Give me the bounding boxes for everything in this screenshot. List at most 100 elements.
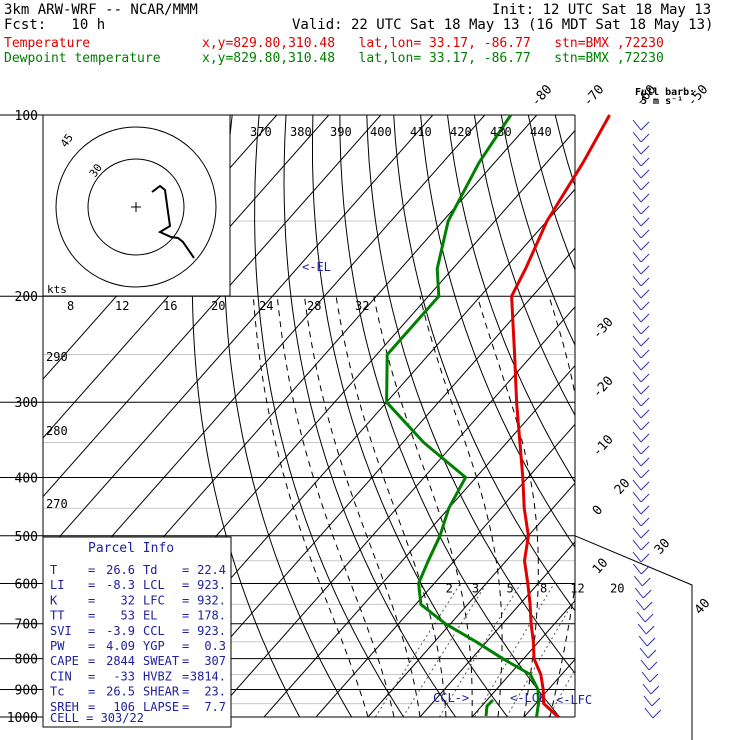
- dewpoint-legend-label: Dewpoint temperature: [4, 51, 161, 66]
- parcel-equals: =: [88, 669, 95, 683]
- wind-barb-flag: [640, 373, 650, 383]
- wind-barb: [632, 455, 642, 467]
- wind-barb-flag: [640, 157, 650, 167]
- dry-adiabat-line: [191, 115, 308, 717]
- parcel-equals: =: [88, 654, 95, 668]
- wind-barb: [643, 695, 653, 707]
- wind-barb-flag: [640, 457, 650, 467]
- parcel-value-right: 932.: [197, 593, 226, 607]
- wind-barb: [632, 443, 642, 455]
- wind-barb: [632, 191, 642, 203]
- wind-barb: [632, 119, 642, 131]
- dry-adiabat-line: [717, 115, 740, 730]
- mixing-ratio-line: [402, 583, 487, 717]
- isotherm-line: [211, 115, 575, 717]
- dry-adiabat-line: [223, 115, 360, 717]
- parcel-value-right: 22.4: [197, 563, 226, 577]
- dry-adiabat-line: [500, 115, 575, 717]
- isotherm-line: [471, 115, 575, 717]
- temperature-tick-label: -20: [590, 374, 617, 401]
- wind-barb-flag: [651, 697, 661, 707]
- parcel-value-left: 32: [121, 593, 135, 607]
- diagram-edge: [574, 535, 693, 740]
- wind-barb: [632, 395, 642, 407]
- moist-adiabat-line: [304, 296, 421, 717]
- parcel-value-left: 106: [113, 700, 135, 714]
- parcel-info-title: Parcel Info: [88, 541, 174, 556]
- mixing-ratio-line: [548, 583, 575, 717]
- wind-barb-flag: [644, 613, 654, 623]
- moist-adiabat-line: [335, 296, 447, 717]
- wind-barb: [632, 419, 642, 431]
- parcel-label-left: PW: [50, 639, 65, 653]
- model-title: 3km ARW-WRF -- NCAR/MMM: [4, 2, 198, 18]
- dewpoint-surface-tail: [484, 698, 495, 717]
- valid-time: Valid: 22 UTC Sat 18 May 13 (16 MDT Sat …: [292, 17, 714, 33]
- pressure-tick-label: 900: [15, 683, 38, 698]
- init-time: Init: 12 UTC Sat 18 May 13: [492, 2, 712, 18]
- parcel-label-left: Tc: [50, 685, 64, 699]
- wind-barb-flag: [640, 193, 650, 203]
- pressure-tick-label: 600: [15, 577, 38, 592]
- wind-barb: [632, 143, 642, 155]
- isotherm-line: [263, 115, 575, 717]
- theta-left-tick-label: 270: [46, 497, 68, 511]
- parcel-equals: =: [88, 639, 95, 653]
- parcel-equals: =: [182, 624, 189, 638]
- parcel-value-right: 178.: [197, 609, 226, 623]
- hodograph: 30 45 kts: [42, 114, 231, 297]
- wind-barb: [632, 155, 642, 167]
- wind-barb: [632, 251, 642, 263]
- dry-adiabat-line: [254, 115, 413, 717]
- mixing-ratio-line: [438, 583, 522, 717]
- parcel-label-left: LI: [50, 578, 64, 592]
- mixing-ratio-line: [474, 583, 555, 717]
- isotherm-line: [43, 115, 434, 717]
- parcel-equals: =: [88, 563, 95, 577]
- pressure-tick-label: 200: [15, 290, 38, 305]
- parcel-equals: =: [182, 669, 189, 683]
- wind-barb-flag: [647, 649, 657, 659]
- parcel-label-right: EL: [143, 609, 157, 623]
- parcel-equals: =: [182, 593, 189, 607]
- wind-barb: [632, 215, 642, 227]
- wind-barb-flag: [640, 385, 650, 395]
- wind-barb-flag: [640, 229, 650, 239]
- parcel-label-right: CCL: [143, 624, 165, 638]
- wind-barb: [632, 563, 642, 575]
- dry-adiabat-line: [447, 115, 575, 717]
- parcel-label-right: SHEAR: [143, 685, 180, 699]
- pressure-tick-label: 400: [15, 471, 38, 486]
- parcel-equals: =: [88, 624, 95, 638]
- hodograph-units: kts: [47, 283, 67, 296]
- wind-barb: [632, 227, 642, 239]
- wind-barb: [639, 647, 649, 659]
- wind-barb-flag: [640, 265, 650, 275]
- hodograph-ring-outer: [55, 126, 217, 288]
- wind-barb: [632, 335, 642, 347]
- parcel-equals: =: [182, 685, 189, 699]
- temperature-tick-label: -30: [590, 315, 617, 342]
- wind-barbs: [632, 119, 662, 719]
- parcel-cell: CELL = 303/22: [50, 711, 144, 725]
- dry-adiabat-line: [473, 115, 575, 717]
- wind-barb-flag: [640, 205, 650, 215]
- wind-barb-flag: [643, 601, 653, 611]
- theta-tick-label: 400: [370, 125, 392, 139]
- theta-left-tick-label: 290: [46, 350, 68, 364]
- hodograph-trace: [151, 184, 195, 259]
- lfc-marker: <-LFC: [556, 693, 592, 707]
- parcel-value-right: 0.3: [204, 639, 226, 653]
- isotherm-line: [628, 115, 740, 717]
- dry-adiabat-line: [527, 115, 575, 717]
- wind-barb: [636, 611, 646, 623]
- moist-adiabat-line: [252, 296, 369, 717]
- wind-barb: [632, 311, 642, 323]
- wind-barb: [632, 527, 642, 539]
- dewpoint-line: [385, 114, 540, 718]
- wind-barb: [632, 299, 642, 311]
- wind-barb-flag: [640, 397, 650, 407]
- wind-barb-flag: [640, 505, 650, 515]
- dry-adiabat-line: [663, 115, 740, 730]
